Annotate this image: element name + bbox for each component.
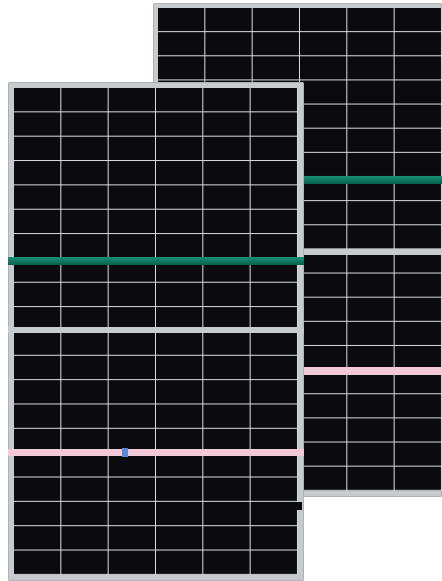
panel-center-divider [8,327,304,333]
stripe-marker [122,448,128,457]
pink-stripe [8,449,304,456]
solar-panel-front [8,82,304,581]
junction-tab [292,502,302,510]
green-stripe [8,257,304,265]
